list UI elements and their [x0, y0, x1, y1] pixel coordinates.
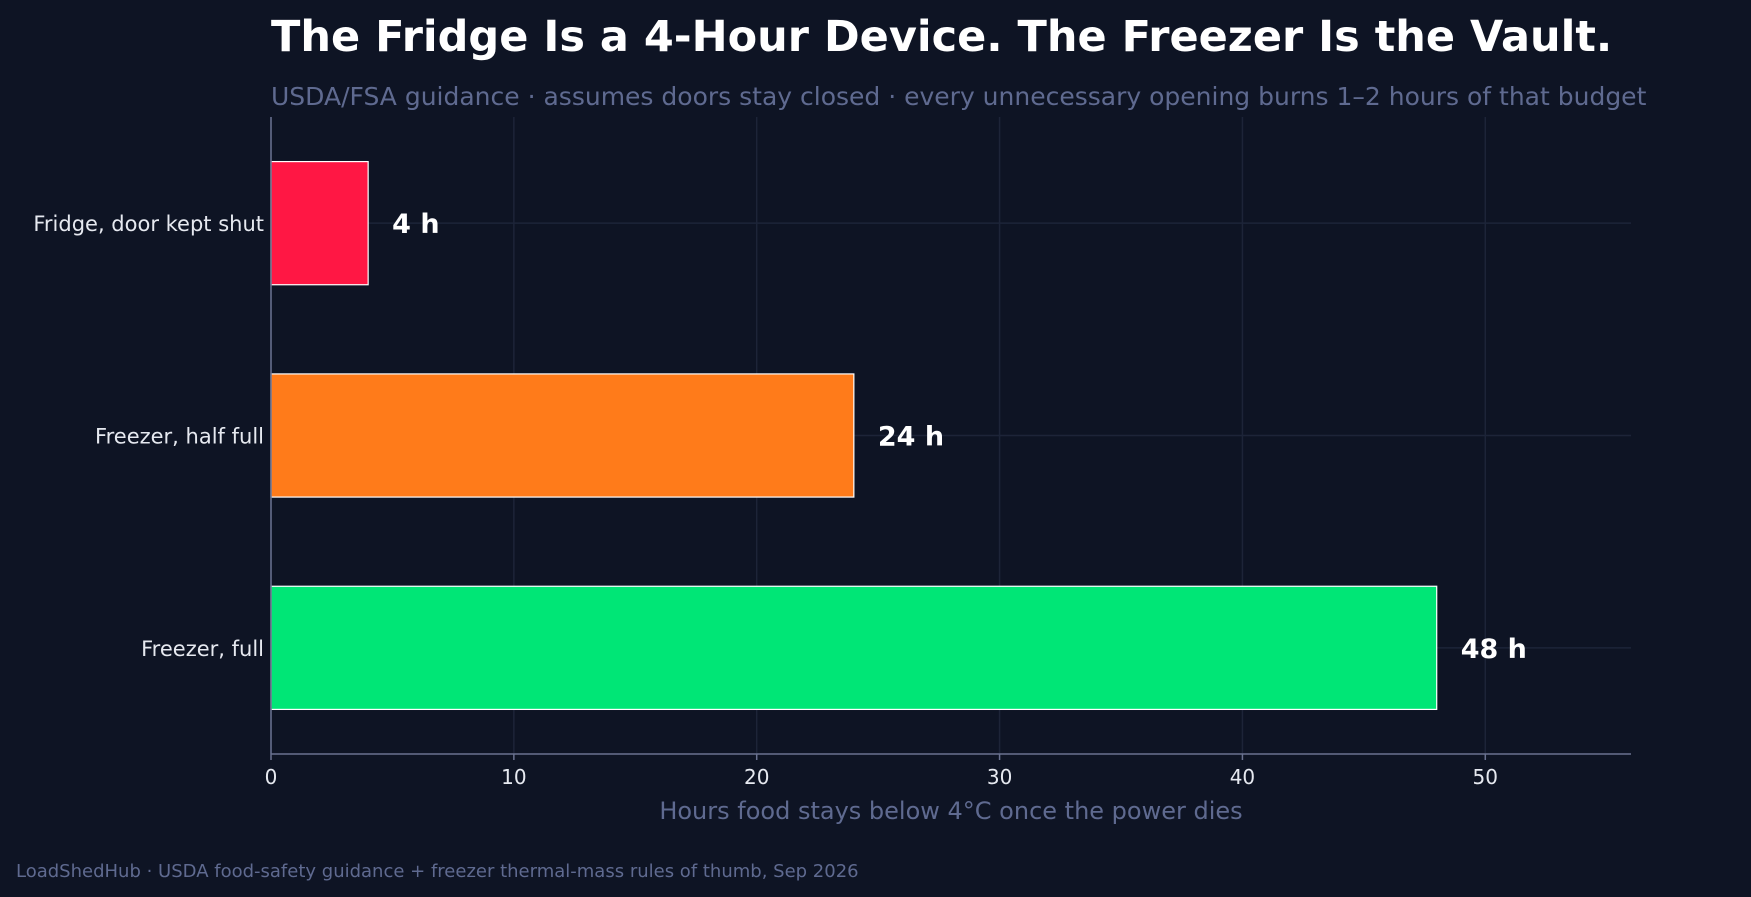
x-tick-label: 0	[265, 765, 278, 789]
bar-3	[270, 585, 1438, 711]
source-footer: LoadShedHub · USDA food-safety guidance …	[16, 861, 859, 882]
bars: 4 h 24 h 48 h	[270, 160, 1527, 711]
axes: Fridge, door kept shut Freezer, half full…	[33, 117, 1631, 789]
chart-title: The Fridge Is a 4-Hour Device. The Freez…	[271, 12, 1612, 62]
category-label: Freezer, half full	[95, 425, 264, 449]
x-tick-label: 40	[1230, 765, 1255, 789]
value-label: 24 h	[878, 422, 944, 453]
x-tick-label: 50	[1473, 765, 1498, 789]
chart-subtitle: USDA/FSA guidance · assumes doors stay c…	[271, 82, 1647, 111]
x-tick-label: 20	[744, 765, 769, 789]
bar-1	[270, 160, 369, 286]
x-tick-label: 10	[501, 765, 526, 789]
x-axis-title: Hours food stays below 4°C once the powe…	[659, 797, 1242, 825]
value-label: 48 h	[1461, 634, 1527, 665]
category-label: Freezer, full	[141, 637, 264, 661]
value-label: 4 h	[392, 209, 439, 240]
x-tick-label: 30	[987, 765, 1012, 789]
category-label: Fridge, door kept shut	[33, 212, 264, 236]
bar-2	[270, 373, 855, 498]
